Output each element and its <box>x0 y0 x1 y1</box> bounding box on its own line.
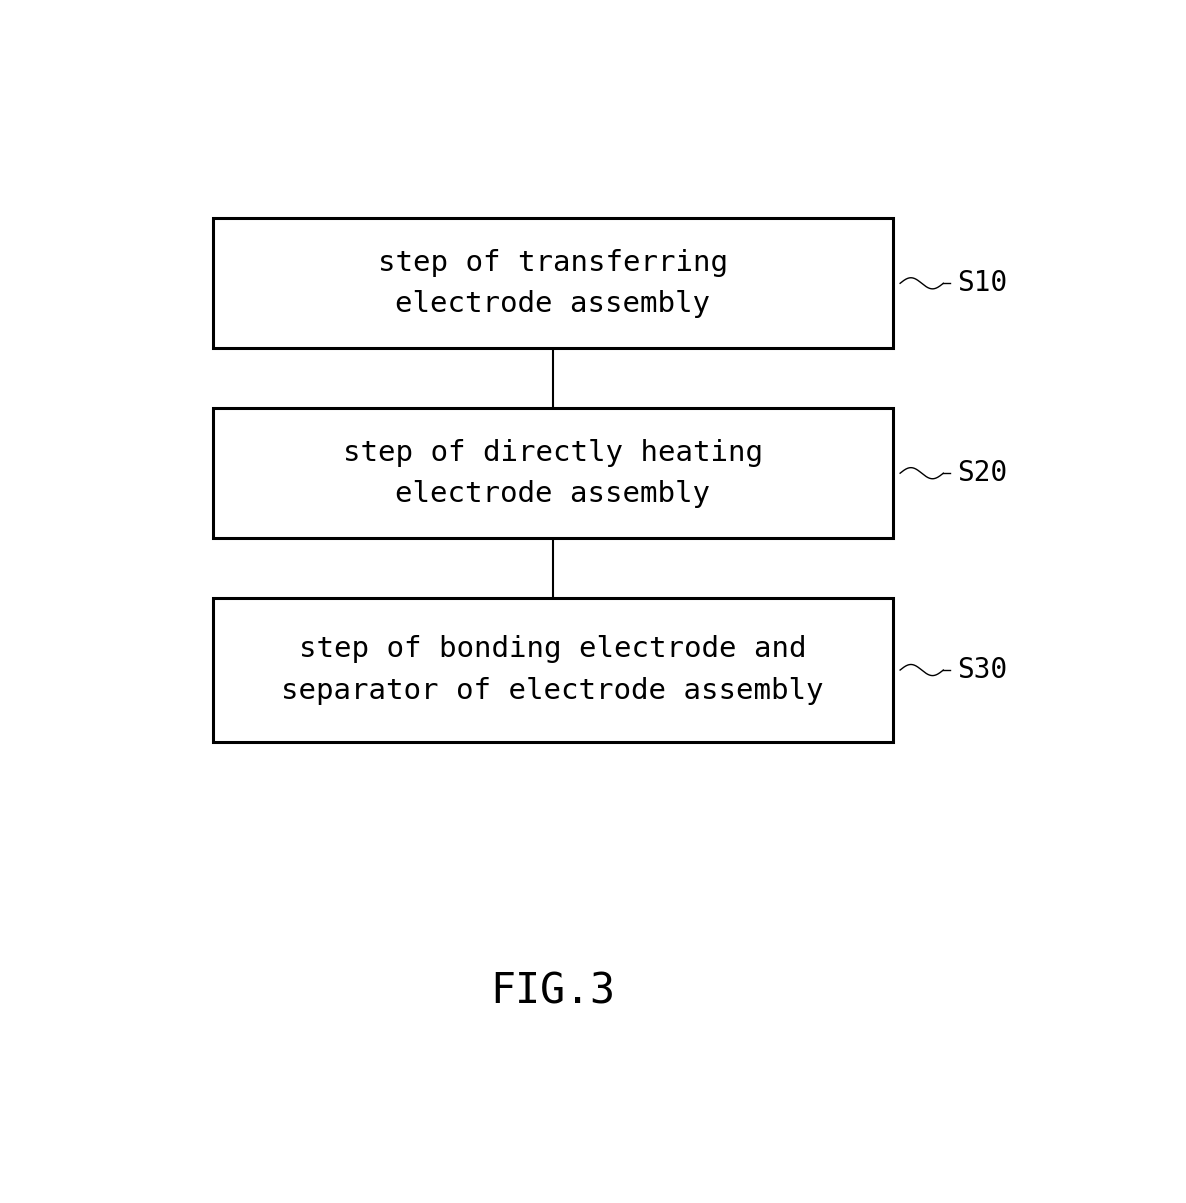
FancyBboxPatch shape <box>212 219 893 348</box>
Text: step of transferring
electrode assembly: step of transferring electrode assembly <box>377 249 728 318</box>
Text: S20: S20 <box>957 460 1007 487</box>
Text: step of directly heating
electrode assembly: step of directly heating electrode assem… <box>343 439 763 508</box>
FancyBboxPatch shape <box>212 598 893 742</box>
Text: S30: S30 <box>957 656 1007 685</box>
Text: FIG.3: FIG.3 <box>490 971 616 1013</box>
Text: step of bonding electrode and
separator of electrode assembly: step of bonding electrode and separator … <box>281 635 824 705</box>
Text: S10: S10 <box>957 269 1007 297</box>
FancyBboxPatch shape <box>212 408 893 538</box>
